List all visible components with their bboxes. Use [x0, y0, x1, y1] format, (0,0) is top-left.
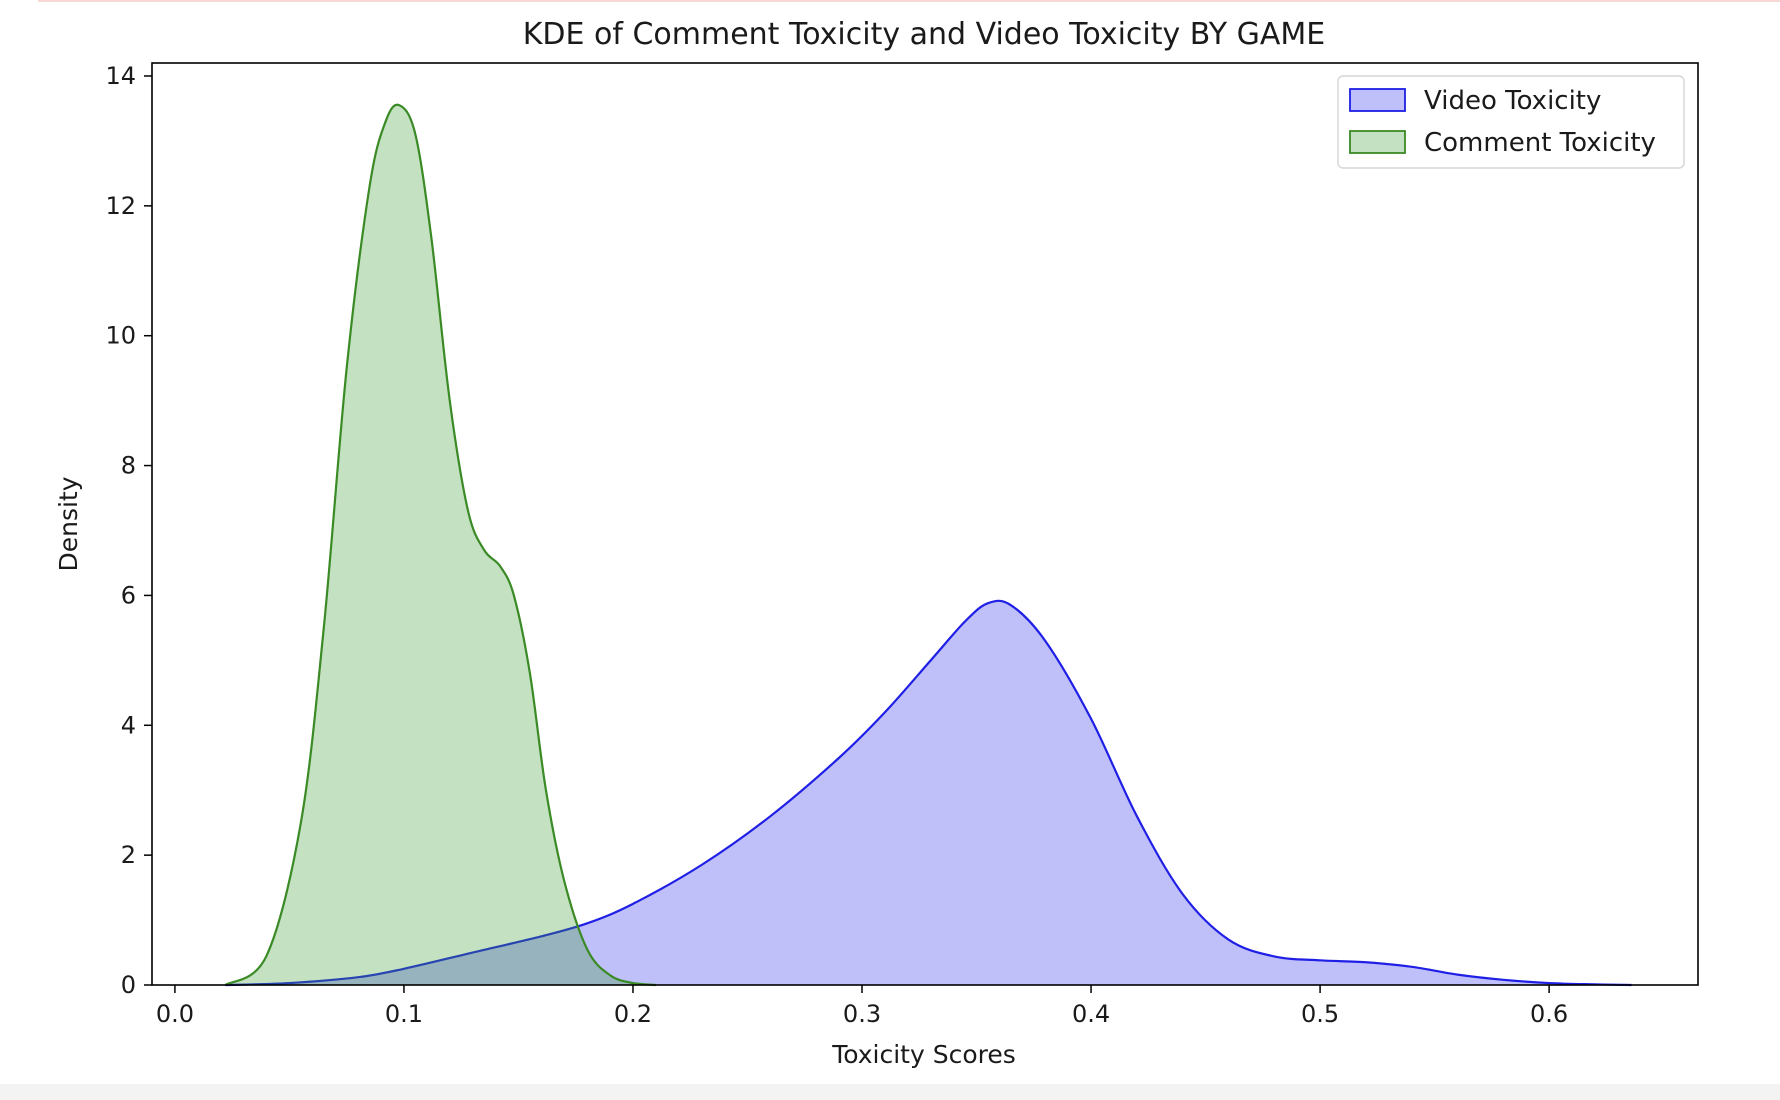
y-tick-label: 6: [121, 581, 136, 609]
y-tick-label: 14: [105, 62, 136, 90]
chart-title: KDE of Comment Toxicity and Video Toxici…: [523, 17, 1325, 52]
y-tick-label: 4: [121, 711, 136, 739]
legend-swatch-comment: [1349, 130, 1406, 154]
cell-border: [38, 0, 1780, 2]
plot-frame: [151, 62, 1699, 986]
x-tick-label: 0.3: [843, 1000, 881, 1028]
legend-swatch-video: [1349, 88, 1406, 112]
series-layer: [224, 103, 1632, 987]
y-tick-label: 12: [105, 192, 136, 220]
y-tick-label: 8: [121, 452, 136, 480]
legend-label-video: Video Toxicity: [1424, 86, 1601, 116]
y-tick-label: 0: [121, 971, 136, 999]
y-axis-ticks: 0 2 4 6 8 10 12 14: [105, 62, 152, 999]
area-video-toxicity: [225, 600, 1632, 985]
x-tick-label: 0.5: [1301, 1000, 1339, 1028]
y-tick-label: 2: [121, 841, 136, 869]
x-tick-label: 0.6: [1530, 1000, 1568, 1028]
area-comment-toxicity: [225, 104, 656, 985]
legend: Video Toxicity Comment Toxicity: [1337, 75, 1685, 169]
x-tick-label: 0.4: [1072, 1000, 1110, 1028]
x-tick-label: 0.0: [156, 1000, 194, 1028]
x-axis-ticks: 0.0 0.1 0.2 0.3 0.4 0.5 0.6: [156, 985, 1568, 1028]
y-tick-label: 10: [105, 322, 136, 350]
line-video-toxicity: [225, 599, 1632, 987]
x-tick-label: 0.1: [385, 1000, 423, 1028]
legend-label-comment: Comment Toxicity: [1424, 128, 1656, 158]
x-axis-label: Toxicity Scores: [831, 1040, 1016, 1069]
line-comment-toxicity: [224, 103, 656, 987]
legend-frame: [1337, 75, 1685, 169]
y-axis-label: Density: [54, 476, 83, 571]
output-scroll-area: [0, 1084, 1780, 1100]
x-tick-label: 0.2: [614, 1000, 652, 1028]
